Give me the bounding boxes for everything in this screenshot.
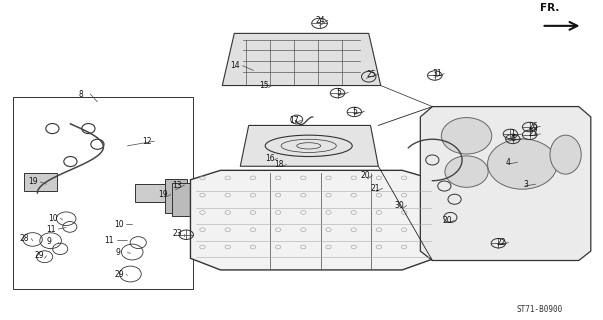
- Text: FR.: FR.: [540, 3, 560, 13]
- Text: 8: 8: [78, 90, 83, 99]
- Text: 4: 4: [505, 158, 511, 167]
- Ellipse shape: [550, 135, 581, 174]
- Text: 22: 22: [497, 238, 506, 247]
- Text: 1: 1: [510, 129, 515, 139]
- Text: 29: 29: [34, 251, 44, 260]
- Polygon shape: [134, 184, 168, 202]
- Text: 30: 30: [394, 201, 404, 210]
- Text: 5: 5: [353, 107, 358, 116]
- Polygon shape: [191, 170, 435, 270]
- Text: 31: 31: [432, 69, 442, 78]
- Text: 26: 26: [528, 122, 538, 131]
- Text: 10: 10: [114, 220, 124, 229]
- Text: 27: 27: [528, 129, 538, 139]
- Text: 11: 11: [105, 236, 114, 244]
- Polygon shape: [420, 107, 591, 260]
- Text: 21: 21: [370, 184, 380, 193]
- Text: 20: 20: [361, 171, 370, 180]
- Text: 11: 11: [46, 225, 56, 234]
- Ellipse shape: [445, 156, 488, 187]
- Text: ST71-B0900: ST71-B0900: [516, 305, 563, 315]
- Polygon shape: [240, 125, 378, 166]
- Text: 20: 20: [443, 216, 452, 225]
- Text: 29: 29: [114, 270, 124, 279]
- Text: 5: 5: [336, 88, 341, 97]
- Text: 23: 23: [172, 229, 182, 238]
- Text: 12: 12: [142, 137, 152, 146]
- Text: 19: 19: [28, 178, 38, 187]
- Polygon shape: [223, 33, 380, 85]
- Text: 6: 6: [510, 134, 515, 143]
- Ellipse shape: [488, 139, 557, 189]
- Text: 9: 9: [46, 237, 51, 246]
- Text: 16: 16: [265, 154, 275, 163]
- Bar: [13, 97, 194, 289]
- Text: 10: 10: [48, 213, 58, 223]
- Text: 25: 25: [367, 70, 376, 79]
- Polygon shape: [165, 179, 188, 213]
- Polygon shape: [24, 173, 57, 191]
- Text: 13: 13: [172, 180, 182, 190]
- Text: 9: 9: [115, 248, 121, 257]
- Text: 19: 19: [159, 190, 168, 199]
- Ellipse shape: [441, 117, 492, 154]
- Text: 3: 3: [523, 180, 528, 189]
- Text: 28: 28: [19, 234, 29, 243]
- Text: 18: 18: [274, 160, 284, 169]
- Text: 24: 24: [316, 16, 326, 25]
- Text: 17: 17: [289, 116, 299, 124]
- Text: 15: 15: [259, 81, 269, 90]
- Polygon shape: [172, 183, 195, 216]
- Text: 14: 14: [231, 61, 241, 70]
